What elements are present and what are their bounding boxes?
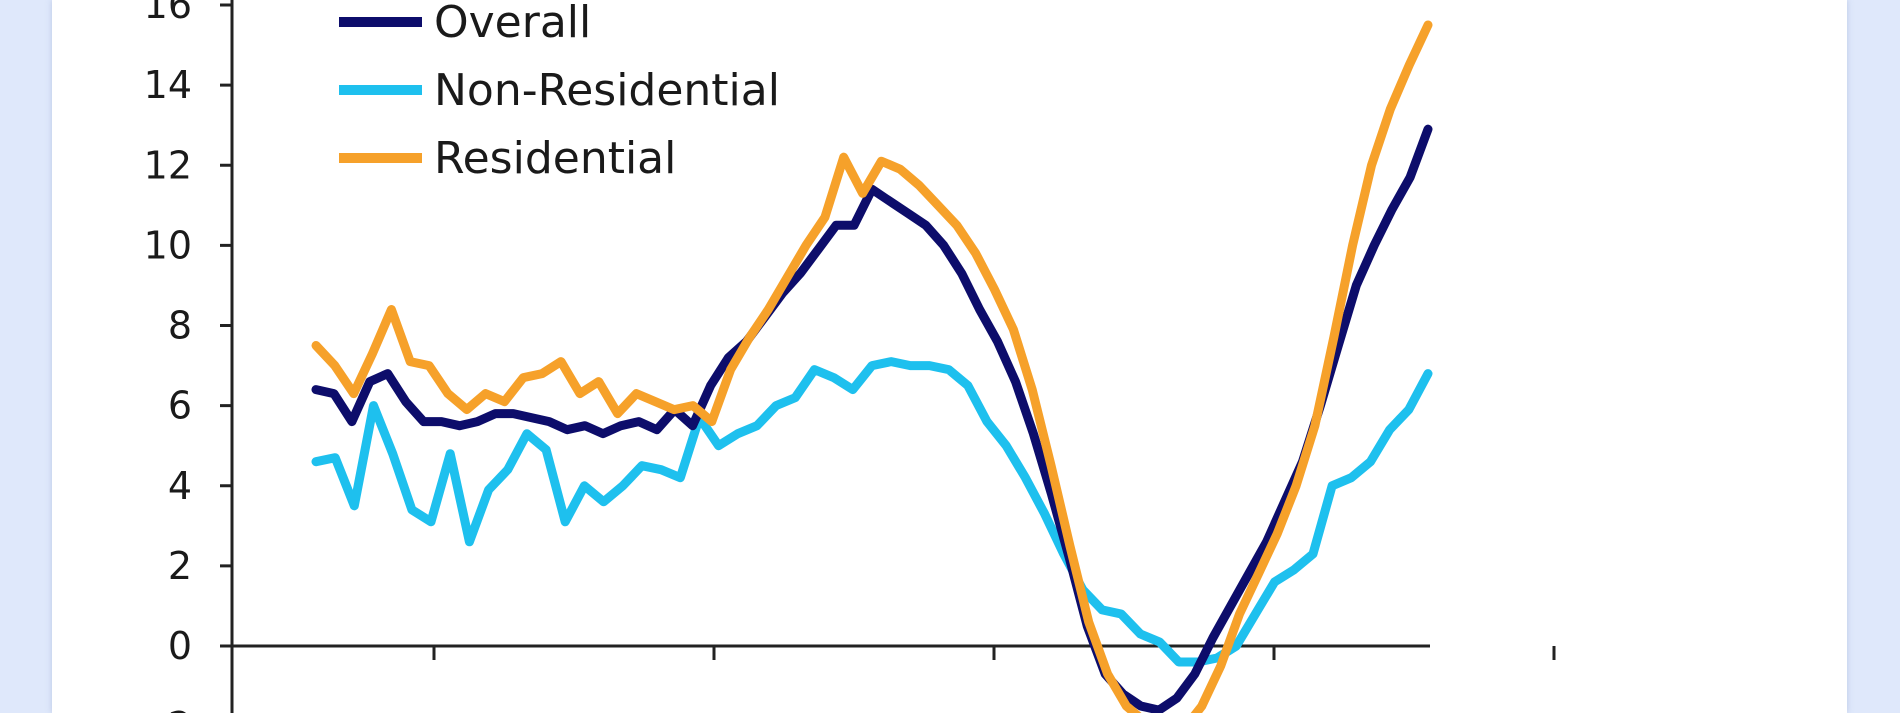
y-tick-label: 10 — [144, 223, 192, 267]
y-tick-label: 4 — [168, 464, 192, 508]
y-tick-label: 0 — [168, 624, 192, 668]
legend-label: Residential — [434, 133, 676, 184]
y-tick-label: 8 — [168, 304, 192, 348]
series-lines — [311, 20, 1433, 713]
y-tick-label: 2 — [168, 544, 192, 588]
series-line-non-residential — [311, 357, 1433, 667]
series-line-residential — [311, 20, 1433, 713]
chart-panel: -2 0 2 4 6 8 10 12 14 16 Overall Non-Residential Re… — [52, 0, 1847, 713]
legend-label: Non-Residential — [434, 65, 780, 116]
y-tick-label: 14 — [144, 63, 192, 107]
y-tick-label: 6 — [168, 384, 192, 428]
legend-label: Overall — [434, 0, 591, 48]
axes — [220, 0, 1556, 713]
legend: Overall Non-Residential Residential — [339, 0, 780, 184]
line-chart: -2 0 2 4 6 8 10 12 14 16 Overall Non-Residential Re… — [144, 0, 1556, 713]
series-line-overall — [311, 124, 1433, 713]
y-tick-label: 12 — [144, 143, 192, 187]
y-tick-labels: -2 0 2 4 6 8 10 12 14 16 — [144, 0, 192, 713]
y-tick-label: -2 — [154, 704, 192, 713]
y-tick-label: 16 — [144, 0, 192, 27]
